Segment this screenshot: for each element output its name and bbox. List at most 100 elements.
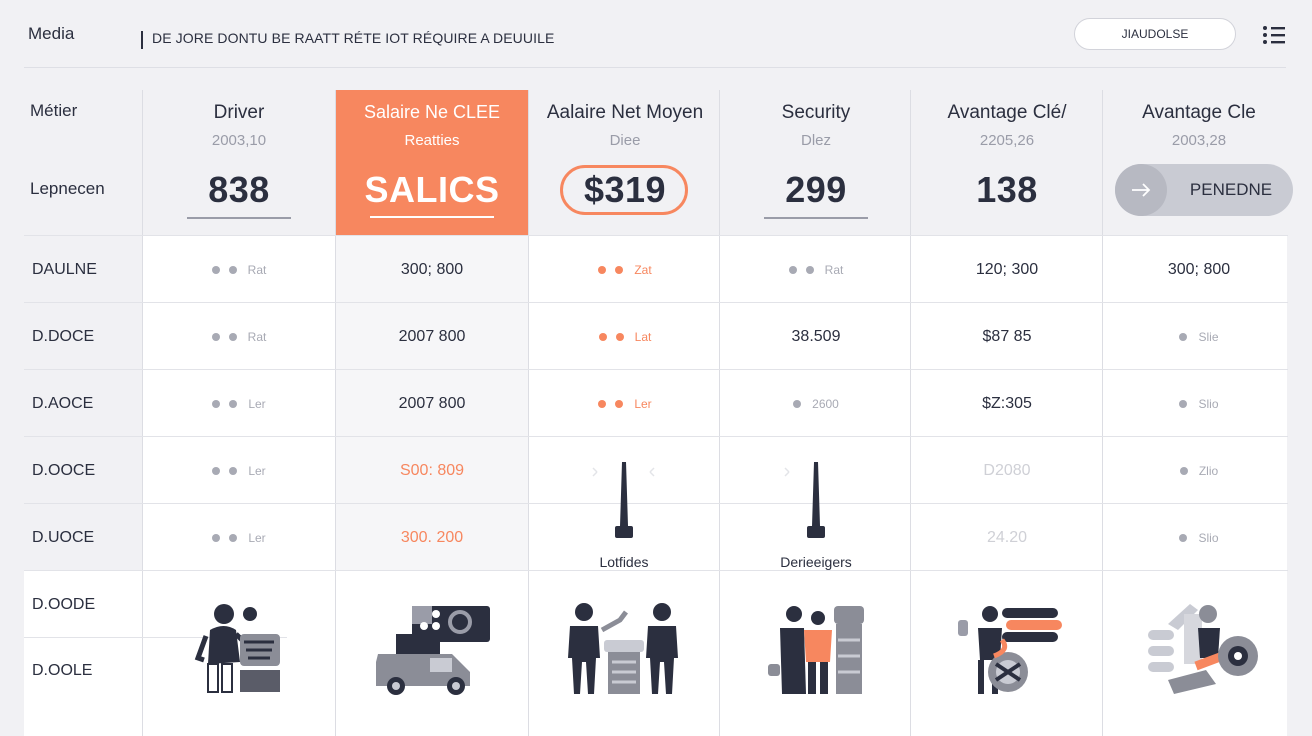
penedne-label: PENEDNE <box>1189 180 1273 199</box>
row-divider <box>24 235 1288 236</box>
column-subtitle: Dlez <box>800 132 831 149</box>
status-dot <box>615 265 624 274</box>
status-indicator: Zat <box>598 262 652 277</box>
column-title: Driver <box>213 102 265 123</box>
status-indicator: Ler <box>598 396 652 411</box>
status-text: Ler <box>248 396 266 411</box>
workers-illustration <box>568 603 678 694</box>
status-indicator: Slio <box>1179 397 1219 411</box>
tower-label: Lotfides <box>599 554 649 570</box>
row-label: DAULNE <box>32 261 97 278</box>
status-indicator: Slie <box>1179 329 1219 344</box>
status-indicator: Slio <box>1179 530 1219 545</box>
table-cell: 24.20 <box>986 528 1028 546</box>
column-header-avantage-1[interactable]: Avantage Clé/ 2205,26 138 <box>911 90 1103 235</box>
status-text: Slio <box>1198 530 1219 545</box>
table-cell: 38.509 <box>791 327 841 345</box>
value-underline <box>187 217 291 219</box>
status-text: Ler <box>248 463 266 478</box>
column-value: 138 <box>976 169 1038 210</box>
value-underline <box>764 217 868 219</box>
row-divider <box>24 436 1288 437</box>
status-dot <box>598 399 607 408</box>
status-dot <box>211 332 220 341</box>
lepnecen-label: Lepnecen <box>30 179 105 198</box>
column-divider <box>142 90 143 736</box>
table-cell: Ler <box>529 370 721 437</box>
column-header-security[interactable]: Security Dlez 299 <box>720 90 912 235</box>
status-text: 2600 <box>812 396 839 411</box>
row-divider <box>24 637 287 638</box>
tower-icon <box>784 462 825 538</box>
table-cell: 300; 800 <box>1167 260 1231 278</box>
status-dot <box>1179 332 1188 341</box>
table-cell: Zlio <box>1103 437 1295 504</box>
status-dot <box>228 265 237 274</box>
status-dot <box>1179 399 1188 408</box>
value-underline <box>370 216 494 218</box>
table-cell: S00: 809 <box>399 461 465 479</box>
column-subtitle: 2205,26 <box>979 132 1035 149</box>
table-cell: 120; 300 <box>975 260 1039 278</box>
column-value: 838 <box>208 169 270 210</box>
table-cell: 300. 200 <box>400 528 464 546</box>
highlight-column-header <box>336 90 528 235</box>
status-text: Rat <box>247 329 267 344</box>
status-dot <box>228 332 237 341</box>
header-rule <box>24 67 1286 68</box>
status-dot <box>793 399 802 408</box>
list-menu-icon[interactable] <box>1262 25 1286 45</box>
table-cell: D2080 <box>983 461 1031 479</box>
table-cell: Rat <box>143 236 335 303</box>
table-cell: Slio <box>1103 370 1295 437</box>
team-illustration <box>768 606 864 694</box>
tower-icon <box>592 462 655 538</box>
column-subtitle: 2003,28 <box>1171 132 1227 149</box>
header-action-button[interactable]: JIAUDOLSE <box>1074 18 1236 50</box>
column-value: SALICS <box>364 169 500 210</box>
status-text: Slie <box>1198 329 1219 344</box>
column-divider <box>910 90 911 736</box>
status-text: Lat <box>634 329 652 344</box>
table-cell: Ler <box>143 504 335 571</box>
status-text: Ler <box>634 396 652 411</box>
column-divider <box>1102 90 1103 736</box>
truck-illustration <box>376 606 490 695</box>
penedne-button[interactable]: PENEDNE <box>1115 164 1293 216</box>
status-text: Rat <box>247 262 267 277</box>
column-divider <box>719 90 720 736</box>
table-cell: 2007 800 <box>398 327 466 345</box>
row-divider <box>24 369 1288 370</box>
column-title: Avantage Cle <box>1142 102 1256 123</box>
status-dot <box>1179 533 1188 542</box>
status-indicator: Rat <box>788 263 843 277</box>
column-header-salaire-moyen[interactable]: Aalaire Net Moyen Diee $319 <box>529 90 721 235</box>
table-cell: Ler <box>143 437 335 504</box>
column-header-salaire[interactable]: Salaire Ne CLEE Reatties SALICS <box>336 90 528 235</box>
tower-label: Derieeigers <box>780 554 852 570</box>
page-subtitle: DE JORE DONTU BE RAATT RÉTE IOT RÉQUIRE … <box>152 30 555 46</box>
column-title: Aalaire Net Moyen <box>546 102 704 123</box>
column-header-avantage-2[interactable]: Avantage Cle 2003,28 PENEDNE <box>1103 90 1295 235</box>
status-dot <box>211 265 220 274</box>
column-value: $319 <box>583 169 667 210</box>
row-divider <box>24 570 1288 571</box>
row-divider <box>24 503 1288 504</box>
column-header-driver[interactable]: Driver 2003,10 838 <box>143 90 335 235</box>
column-title: Salaire Ne CLEE <box>363 102 501 122</box>
table-cell: Slie <box>1103 303 1295 370</box>
status-dot <box>229 533 238 542</box>
column-title: Security <box>781 102 851 123</box>
status-text: Zat <box>634 262 652 277</box>
value-pill <box>560 165 688 215</box>
column-title: Avantage Clé/ <box>947 102 1067 123</box>
table-cell: $87 85 <box>982 327 1032 345</box>
table-cell: $Z:305 <box>982 394 1032 412</box>
table-cell: 300; 800 <box>400 260 464 278</box>
row-label: D.AOCE <box>32 395 94 412</box>
row-label: D.OODE <box>32 596 96 613</box>
table-cell: Lat <box>529 303 721 370</box>
table-cell: Zat <box>529 236 721 303</box>
driver-illustration <box>194 604 280 693</box>
row-label: D.DOCE <box>32 328 95 345</box>
